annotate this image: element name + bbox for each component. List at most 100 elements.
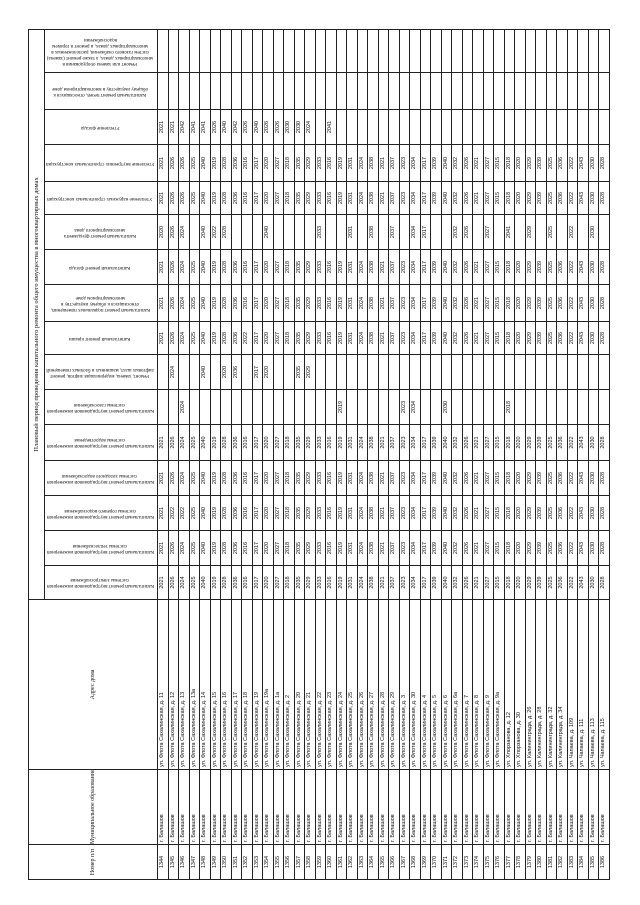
year-cell: 2037 [388,565,399,600]
year-cell [546,29,557,73]
table-row: 1383 г. Балашов ул. Чапаева, д. 109 2022 202… [567,29,578,880]
year-cell: 2025 [189,565,200,600]
year-cell: 2038 [367,424,378,461]
year-cell: 2040 [441,181,452,215]
municipality-cell: г. Балашов [252,769,263,845]
year-cell: 2019 [336,565,347,600]
year-cell: 2039 [430,249,441,285]
address-cell: ул. Флота Сахалинская, д. 18 [241,599,252,770]
year-cell: 2038 [367,284,378,322]
year-cell: 2017 [420,249,431,285]
year-cell: 2022 [241,321,252,355]
address-cell: ул. Флота Сахалинская, д. 23 [325,599,336,770]
year-cell [577,72,588,110]
year-cell: 2036 [231,284,242,322]
header-municipality: Муниципальное образование [28,769,158,845]
year-cell: 2022 [567,144,578,182]
year-cell: 2043 [577,144,588,182]
year-cell: 2039 [535,284,546,322]
year-cell [441,109,452,145]
row-number: 1352 [241,844,252,880]
year-cell: 2027 [483,530,494,566]
municipality-cell: г. Балашов [525,769,536,845]
year-cell: 2017 [420,321,431,355]
year-cell: 2015 [493,460,504,496]
municipality-cell: г. Балашов [420,769,431,845]
year-cell: 2017 [252,144,263,182]
year-cell: 2026 [168,214,179,250]
year-cell [325,29,336,73]
table-row: 1376 г. Балашов ул. Флота Сахалинская, д. … [493,29,504,880]
year-cell: 2029 [304,530,315,566]
table-row: 1386 г. Балашов ул. Чапаева, д. 115 2028 202… [598,29,609,880]
table-row: 1372 г. Балашов ул. Флота Сахалинская, д. … [451,29,462,880]
year-cell [346,354,357,390]
year-cell [336,354,347,390]
municipality-cell: г. Балашов [441,769,452,845]
year-cell: 2031 [346,565,357,600]
year-cell: 2028 [220,321,231,355]
year-cell [472,72,483,110]
year-cell: 2019 [210,424,221,461]
year-cell: 2036 [231,354,242,390]
row-number: 1360 [325,844,336,880]
year-cell: 2017 [420,144,431,182]
municipality-cell: г. Балашов [210,769,221,845]
year-cell: 2029 [304,565,315,600]
year-cell: 2021 [378,495,389,531]
municipality-cell: г. Балашов [388,769,399,845]
year-cell: 2016 [241,530,252,566]
row-number: 1358 [304,844,315,880]
row-number: 1356 [283,844,294,880]
year-cell: 2034 [409,321,420,355]
year-cell: 2015 [493,530,504,566]
year-cell: 2021 [472,460,483,496]
municipality-cell: г. Балашов [535,769,546,845]
year-cell [283,29,294,73]
row-number: 1374 [472,844,483,880]
year-cell: 2029 [525,144,536,182]
year-cell: 2016 [325,530,336,566]
year-cell [483,389,494,425]
address-cell: ул. Калининграда, д. 28 [535,599,546,770]
year-cell: 2018 [283,530,294,566]
year-cell [357,29,368,73]
year-cell: 2035 [294,495,305,531]
row-number: 1346 [178,844,189,880]
year-cell [472,354,483,390]
year-cell: 2032 [451,144,462,182]
year-cell: 2030 [441,389,452,425]
year-cell: 2039 [535,249,546,285]
year-cell [567,72,578,110]
year-cell: 2024 [357,249,368,285]
header-work-label: Утепление фасада [80,125,120,130]
year-cell [388,389,399,425]
year-cell: 2019 [336,495,347,531]
year-cell: 2021 [472,530,483,566]
row-number: 1367 [399,844,410,880]
year-cell [493,29,504,73]
header-work-label: Капитальный ремонт фасада [69,265,131,270]
year-cell [252,389,263,425]
year-cell [493,389,504,425]
year-cell [378,29,389,73]
year-cell: 2016 [241,460,252,496]
address-cell: ул. Флота Сахалинская, д. 27 [367,599,378,770]
year-cell: 2016 [325,181,336,215]
address-cell: ул. Флота Сахалинская, д. 1а [273,599,284,770]
header-work-label: Капитальный ремонт внутридомовой инженер… [46,437,154,449]
year-cell [357,214,368,250]
year-cell [252,72,263,110]
year-cell [189,29,200,73]
table-row: 1379 г. Балашов ул. Калининграда, д. 26 202… [525,29,536,880]
municipality-cell: г. Балашов [546,769,557,845]
year-cell [336,29,347,73]
year-cell: 2032 [451,495,462,531]
municipality-cell: г. Балашов [157,769,168,845]
year-cell: 2020 [262,181,273,215]
year-cell: 2038 [367,460,378,496]
table-row: 1345 г. Балашов ул. Флота Сахалинская, д. … [168,29,179,880]
year-cell: 2033 [315,495,326,531]
year-cell: 2015 [493,144,504,182]
